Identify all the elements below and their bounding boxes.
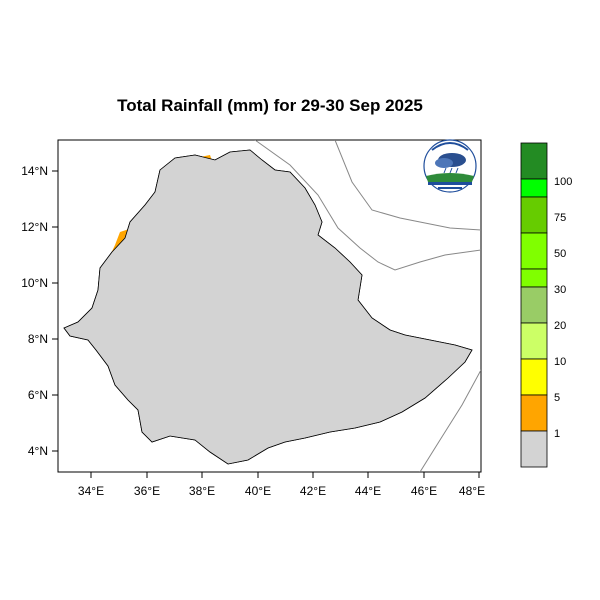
x-tick-label: 44°E bbox=[355, 484, 381, 498]
x-tick-label: 40°E bbox=[245, 484, 271, 498]
x-tick-label: 48°E bbox=[459, 484, 485, 498]
y-tick-label: 12°N bbox=[21, 220, 48, 234]
legend-label: 10 bbox=[554, 356, 566, 368]
y-tick-label: 6°N bbox=[28, 388, 48, 402]
y-tick-label: 14°N bbox=[21, 164, 48, 178]
map-title: Total Rainfall (mm) for 29-30 Sep 2025 bbox=[117, 96, 423, 115]
legend-label: 75 bbox=[554, 212, 566, 224]
legend-label: 1 bbox=[554, 428, 560, 440]
y-axis: 14°N 12°N 10°N 8°N 6°N 4°N bbox=[21, 164, 58, 458]
y-tick-label: 4°N bbox=[28, 444, 48, 458]
meteorology-agency-logo-icon bbox=[423, 139, 477, 193]
y-tick-label: 8°N bbox=[28, 332, 48, 346]
legend-colorbar: 100 75 50 30 20 10 5 1 bbox=[520, 142, 572, 468]
x-tick-label: 34°E bbox=[78, 484, 104, 498]
legend-label: 50 bbox=[554, 248, 566, 260]
legend-label: 100 bbox=[554, 176, 572, 188]
x-tick-label: 46°E bbox=[411, 484, 437, 498]
arabian-coastline bbox=[334, 140, 481, 231]
legend-label: 5 bbox=[554, 392, 560, 404]
x-tick-label: 42°E bbox=[300, 484, 326, 498]
x-axis: 34°E 36°E 38°E 40°E 42°E 44°E 46°E 48°E bbox=[78, 472, 485, 498]
x-tick-label: 38°E bbox=[189, 484, 215, 498]
x-tick-label: 36°E bbox=[134, 484, 160, 498]
y-tick-label: 10°N bbox=[21, 276, 48, 290]
legend-label: 30 bbox=[554, 284, 566, 296]
somalia-coastline bbox=[419, 369, 481, 472]
legend-label: 20 bbox=[554, 320, 566, 332]
red-sea-coastline bbox=[254, 140, 481, 271]
